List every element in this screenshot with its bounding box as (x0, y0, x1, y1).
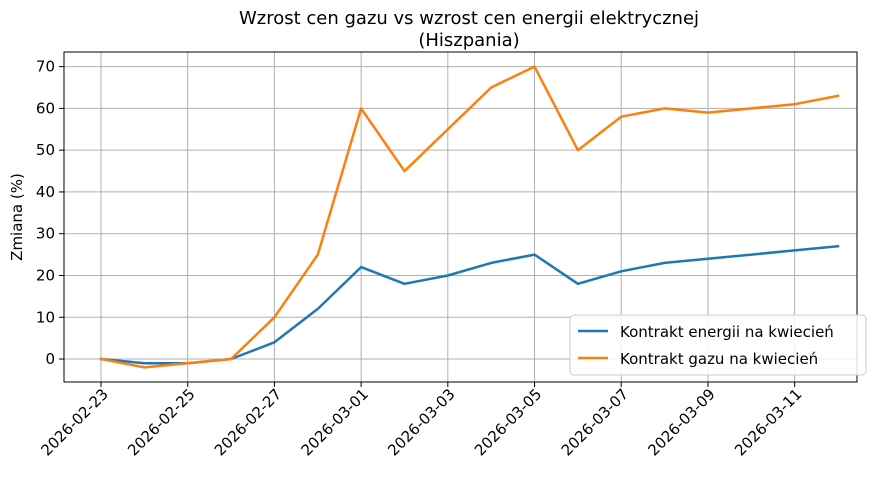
x-tick-label: 2026-02-27 (211, 385, 285, 459)
chart-title-line-2: (Hiszpania) (418, 30, 519, 51)
y-tick-label: 60 (36, 99, 55, 117)
y-tick-label: 0 (45, 350, 55, 368)
x-axis: 2026-02-23 2026-02-25 2026-02-27 2026-03-01… (37, 382, 805, 459)
chart-title-line-1: Wzrost cen gazu vs wzrost cen energii el… (239, 8, 699, 29)
series-layer (99, 65, 840, 369)
y-axis-label: Zmiana (%) (8, 173, 26, 261)
y-axis: 0 10 20 30 40 50 60 70 (36, 58, 64, 368)
x-tick-label: 2026-02-25 (124, 385, 198, 459)
y-tick-label: 20 (36, 266, 55, 284)
y-tick-label: 50 (36, 141, 55, 159)
x-tick-label: 2026-03-11 (731, 385, 805, 459)
series-line-2 (99, 65, 840, 369)
x-tick-label: 2026-02-23 (37, 385, 111, 459)
x-tick-label: 2026-03-03 (384, 385, 458, 459)
x-tick-label: 2026-03-01 (298, 385, 372, 459)
y-tick-label: 70 (36, 58, 55, 76)
legend: Kontrakt energii na kwiecień Kontrakt gaz… (569, 314, 867, 376)
legend-label-2: Kontrakt gazu na kwiecień (620, 350, 818, 368)
y-tick-label: 40 (36, 183, 55, 201)
grid-lines (64, 52, 857, 382)
plot-frame (63, 51, 858, 383)
chart-title: Wzrost cen gazu vs wzrost cen energii el… (239, 8, 699, 51)
y-tick-label: 10 (36, 308, 55, 326)
x-tick-label: 2026-03-09 (644, 385, 718, 459)
legend-box (569, 314, 867, 376)
x-tick-label: 2026-03-07 (558, 385, 632, 459)
y-tick-label: 30 (36, 225, 55, 243)
x-tick-label: 2026-03-05 (471, 385, 545, 459)
legend-label-1: Kontrakt energii na kwiecień (620, 323, 834, 341)
